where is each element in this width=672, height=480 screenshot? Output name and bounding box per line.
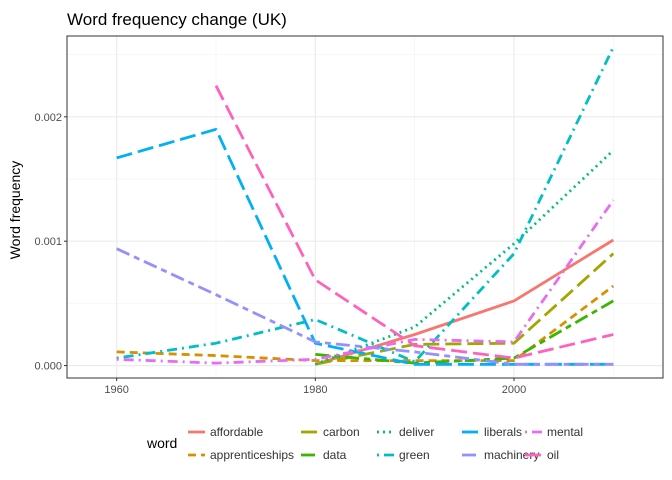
series-line-liberals bbox=[116, 127, 614, 366]
series-lines bbox=[116, 46, 615, 366]
y-axis-title: Word frequency bbox=[7, 161, 23, 260]
x-tick-label: 2000 bbox=[502, 384, 526, 396]
legend-label-mental: mental bbox=[547, 425, 583, 439]
y-tick-label: 0.001 bbox=[34, 236, 62, 248]
legend-label-carbon: carbon bbox=[323, 425, 360, 439]
panel-background bbox=[67, 36, 663, 378]
series-line-data bbox=[315, 299, 614, 365]
legend-title: word bbox=[146, 435, 177, 451]
series-line-mental bbox=[116, 199, 615, 365]
legend-label-affordable: affordable bbox=[210, 425, 263, 439]
legend-label-green: green bbox=[399, 448, 430, 462]
plot-panel bbox=[66, 35, 664, 379]
legend-label-machinery: machinery bbox=[484, 448, 539, 462]
series-line-green bbox=[116, 46, 615, 364]
y-axis: 0.000 0.001 0.002 bbox=[34, 112, 67, 373]
legend-label-deliver: deliver bbox=[399, 425, 434, 439]
legend-label-apprenticeships: apprenticeships bbox=[210, 448, 294, 462]
chart-title: Word frequency change (UK) bbox=[67, 10, 287, 29]
legend-label-oil: oil bbox=[547, 448, 559, 462]
legend-label-liberals: liberals bbox=[484, 425, 522, 439]
series-line-oil bbox=[214, 85, 614, 360]
panel-border bbox=[66, 35, 664, 379]
y-tick-label: 0.000 bbox=[34, 361, 62, 373]
y-tick-label: 0.002 bbox=[34, 112, 62, 124]
series-line-carbon bbox=[315, 252, 615, 366]
x-tick-label: 1980 bbox=[303, 384, 327, 396]
x-axis: 1960 1980 2000 bbox=[104, 378, 526, 396]
series-line-machinery bbox=[116, 247, 614, 366]
x-tick-label: 1960 bbox=[104, 384, 128, 396]
legend: word affordable apprenticeships carbon data… bbox=[146, 425, 583, 462]
legend-label-data: data bbox=[323, 448, 347, 462]
